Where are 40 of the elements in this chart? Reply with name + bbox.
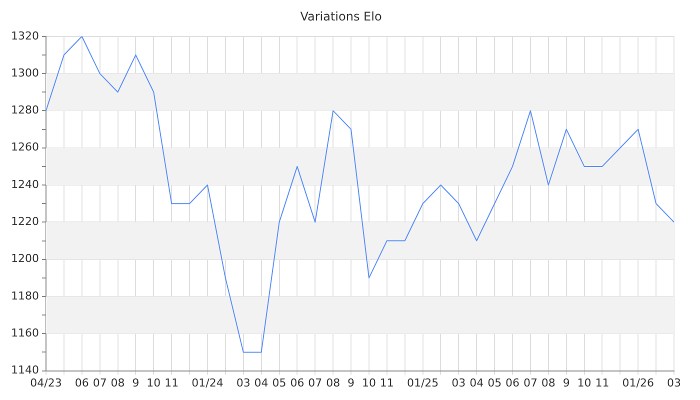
x-tick-label: 07 [308, 376, 322, 390]
y-tick-label: 1280 [10, 104, 39, 117]
x-tick-label: 04 [470, 376, 484, 390]
x-tick-label: 04/23 [30, 376, 62, 390]
x-tick-label: 05 [272, 376, 286, 390]
x-tick-label: 08 [541, 376, 556, 390]
x-tick-label: 01/26 [622, 376, 654, 390]
y-tick-label: 1200 [10, 252, 39, 266]
x-tick-label: 01/24 [192, 376, 224, 390]
x-tick-label: 9 [348, 376, 355, 390]
x-tick-label: 10 [362, 376, 376, 390]
y-tick-label: 1220 [10, 215, 39, 228]
x-tick-label: 03 [667, 376, 681, 390]
x-tick-label: 11 [164, 376, 179, 390]
x-tick-label: 06 [290, 376, 304, 390]
x-tick-label: 03 [452, 376, 466, 390]
x-tick-label: 10 [577, 376, 592, 390]
x-tick-label: 07 [92, 376, 107, 390]
x-tick-label: 11 [380, 376, 394, 390]
x-tick-label: 06 [74, 376, 89, 390]
x-tick-label: 01/25 [406, 376, 439, 390]
x-tick-label: 06 [506, 376, 520, 390]
x-tick-label: 08 [326, 376, 340, 390]
y-tick-label: 1160 [10, 326, 39, 340]
x-tick-label: 04 [254, 376, 268, 390]
y-tick-label: 1180 [10, 289, 39, 302]
x-tick-label: 9 [132, 376, 140, 390]
y-tick-label: 1260 [10, 140, 39, 154]
y-tick-label: 1140 [10, 364, 39, 377]
x-tick-label: 08 [110, 376, 125, 390]
chart-title: Variations Elo [300, 9, 382, 24]
x-tick-label: 10 [146, 376, 161, 390]
x-tick-label: 03 [236, 376, 250, 390]
x-tick-label: 9 [562, 376, 570, 390]
x-tick-label: 07 [523, 376, 538, 390]
y-tick-label: 1300 [10, 66, 39, 80]
y-tick-label: 1320 [10, 29, 39, 42]
y-tick-label: 1240 [10, 178, 39, 191]
x-tick-label: 05 [488, 376, 502, 390]
x-tick-label: 11 [595, 376, 610, 390]
